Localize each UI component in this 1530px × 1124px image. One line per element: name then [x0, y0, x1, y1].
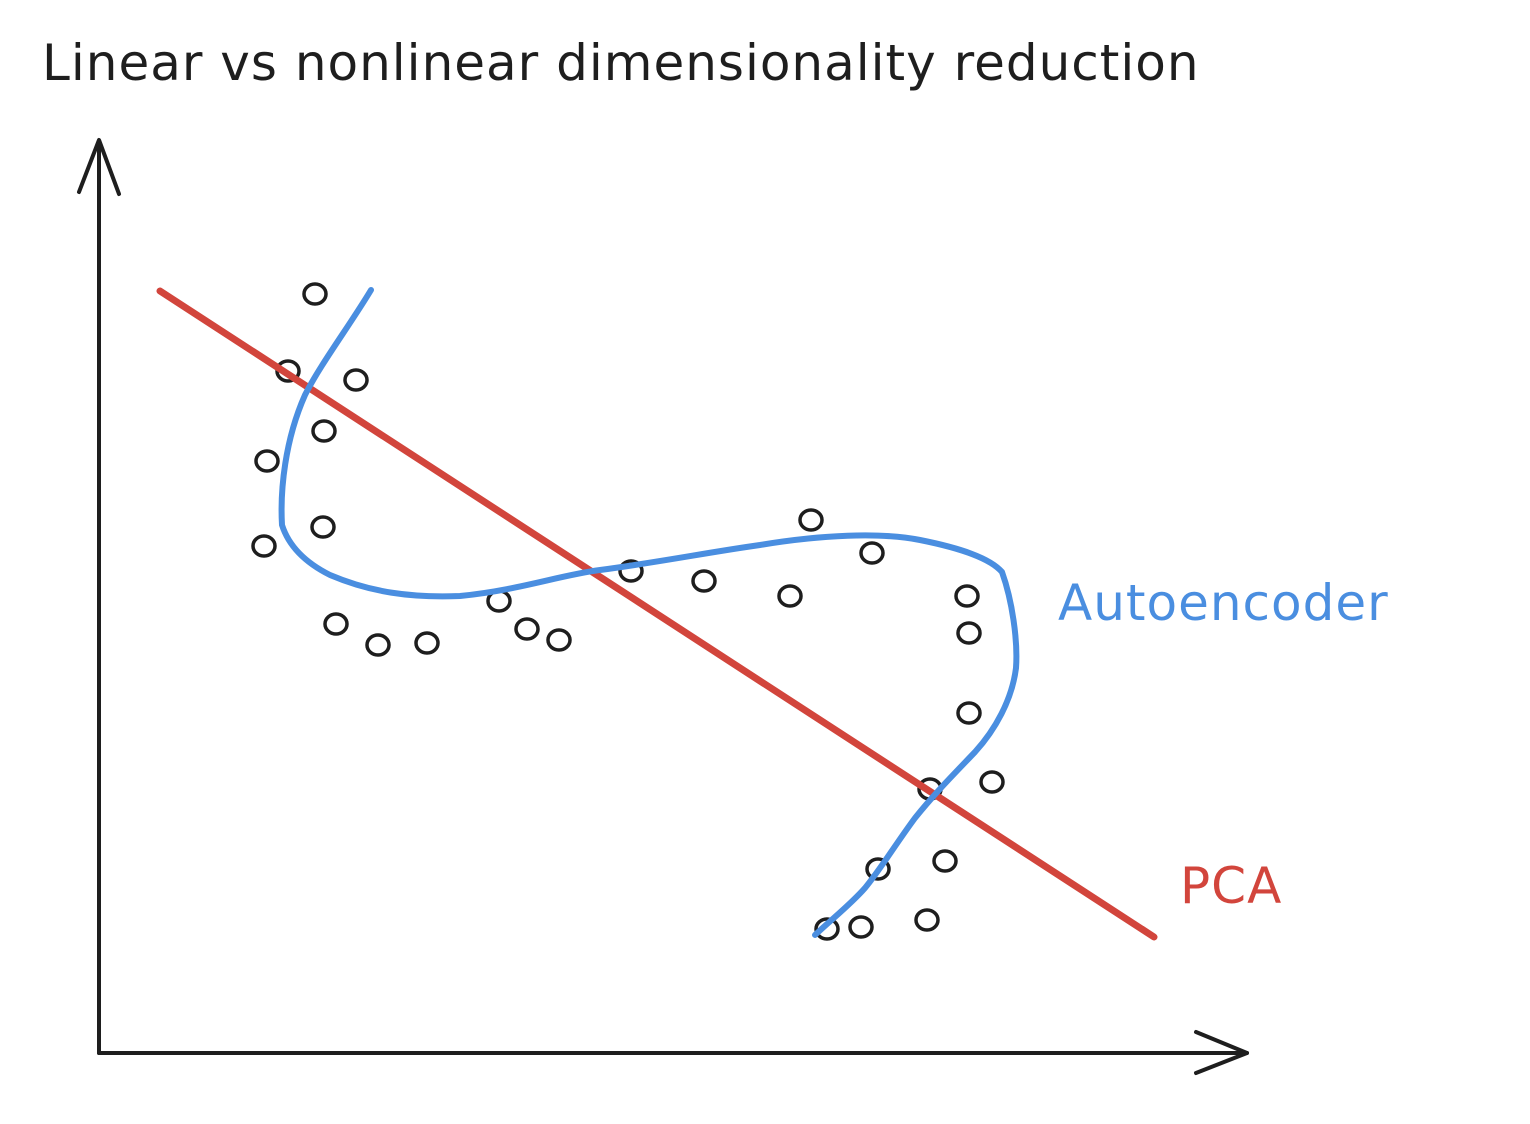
data-point	[814, 917, 840, 941]
data-point	[954, 584, 980, 608]
data-point	[414, 631, 440, 655]
data-points	[251, 282, 1005, 941]
data-point	[302, 282, 328, 306]
data-point	[365, 633, 391, 657]
data-point	[932, 849, 958, 873]
data-point	[798, 508, 824, 532]
data-point	[618, 559, 644, 583]
data-point	[979, 770, 1005, 794]
data-point	[323, 612, 349, 636]
pca-line	[156, 287, 1158, 941]
data-point	[848, 915, 874, 939]
data-point	[777, 584, 803, 608]
data-point	[310, 515, 336, 539]
autoencoder-label: Autoencoder	[1058, 574, 1389, 632]
data-point	[956, 701, 982, 725]
data-point	[311, 419, 337, 443]
data-point	[691, 569, 717, 593]
data-point	[865, 857, 891, 881]
data-point	[251, 534, 277, 558]
autoencoder-curve	[278, 287, 1020, 938]
data-point	[343, 368, 369, 392]
data-point	[254, 449, 280, 473]
pca-label: PCA	[1180, 857, 1282, 915]
y-axis-arrowhead	[77, 138, 121, 196]
data-point	[514, 617, 540, 641]
diagram-title: Linear vs nonlinear dimensionality reduc…	[42, 34, 1200, 92]
x-axis-arrowhead	[1194, 1030, 1249, 1075]
data-point	[956, 621, 982, 645]
data-point	[859, 541, 885, 565]
data-point	[914, 908, 940, 932]
data-point	[546, 628, 572, 652]
axes	[77, 138, 1249, 1075]
